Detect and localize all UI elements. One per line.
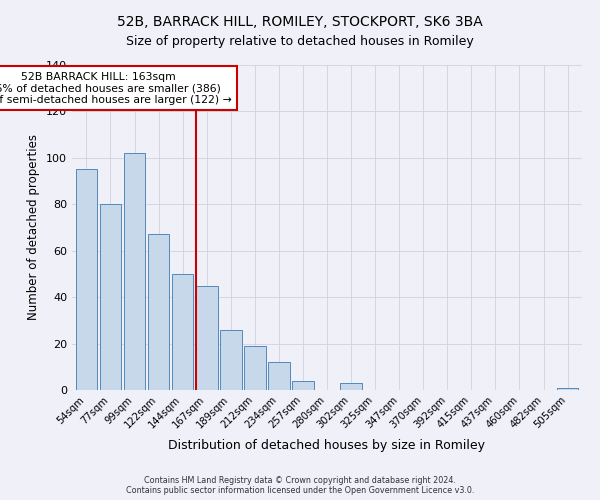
Bar <box>268 362 290 390</box>
Bar <box>172 274 193 390</box>
Text: Size of property relative to detached houses in Romiley: Size of property relative to detached ho… <box>126 35 474 48</box>
Bar <box>196 286 218 390</box>
Bar <box>292 380 314 390</box>
Bar <box>100 204 121 390</box>
Bar <box>244 346 266 390</box>
Bar <box>76 170 97 390</box>
Bar <box>557 388 578 390</box>
X-axis label: Distribution of detached houses by size in Romiley: Distribution of detached houses by size … <box>169 439 485 452</box>
Text: 52B, BARRACK HILL, ROMILEY, STOCKPORT, SK6 3BA: 52B, BARRACK HILL, ROMILEY, STOCKPORT, S… <box>117 15 483 29</box>
Bar <box>220 330 242 390</box>
Text: Contains HM Land Registry data © Crown copyright and database right 2024.
Contai: Contains HM Land Registry data © Crown c… <box>126 476 474 495</box>
Text: 52B BARRACK HILL: 163sqm
← 76% of detached houses are smaller (386)
24% of semi-: 52B BARRACK HILL: 163sqm ← 76% of detach… <box>0 72 232 104</box>
Bar <box>340 383 362 390</box>
Bar <box>148 234 169 390</box>
Y-axis label: Number of detached properties: Number of detached properties <box>28 134 40 320</box>
Bar <box>124 153 145 390</box>
